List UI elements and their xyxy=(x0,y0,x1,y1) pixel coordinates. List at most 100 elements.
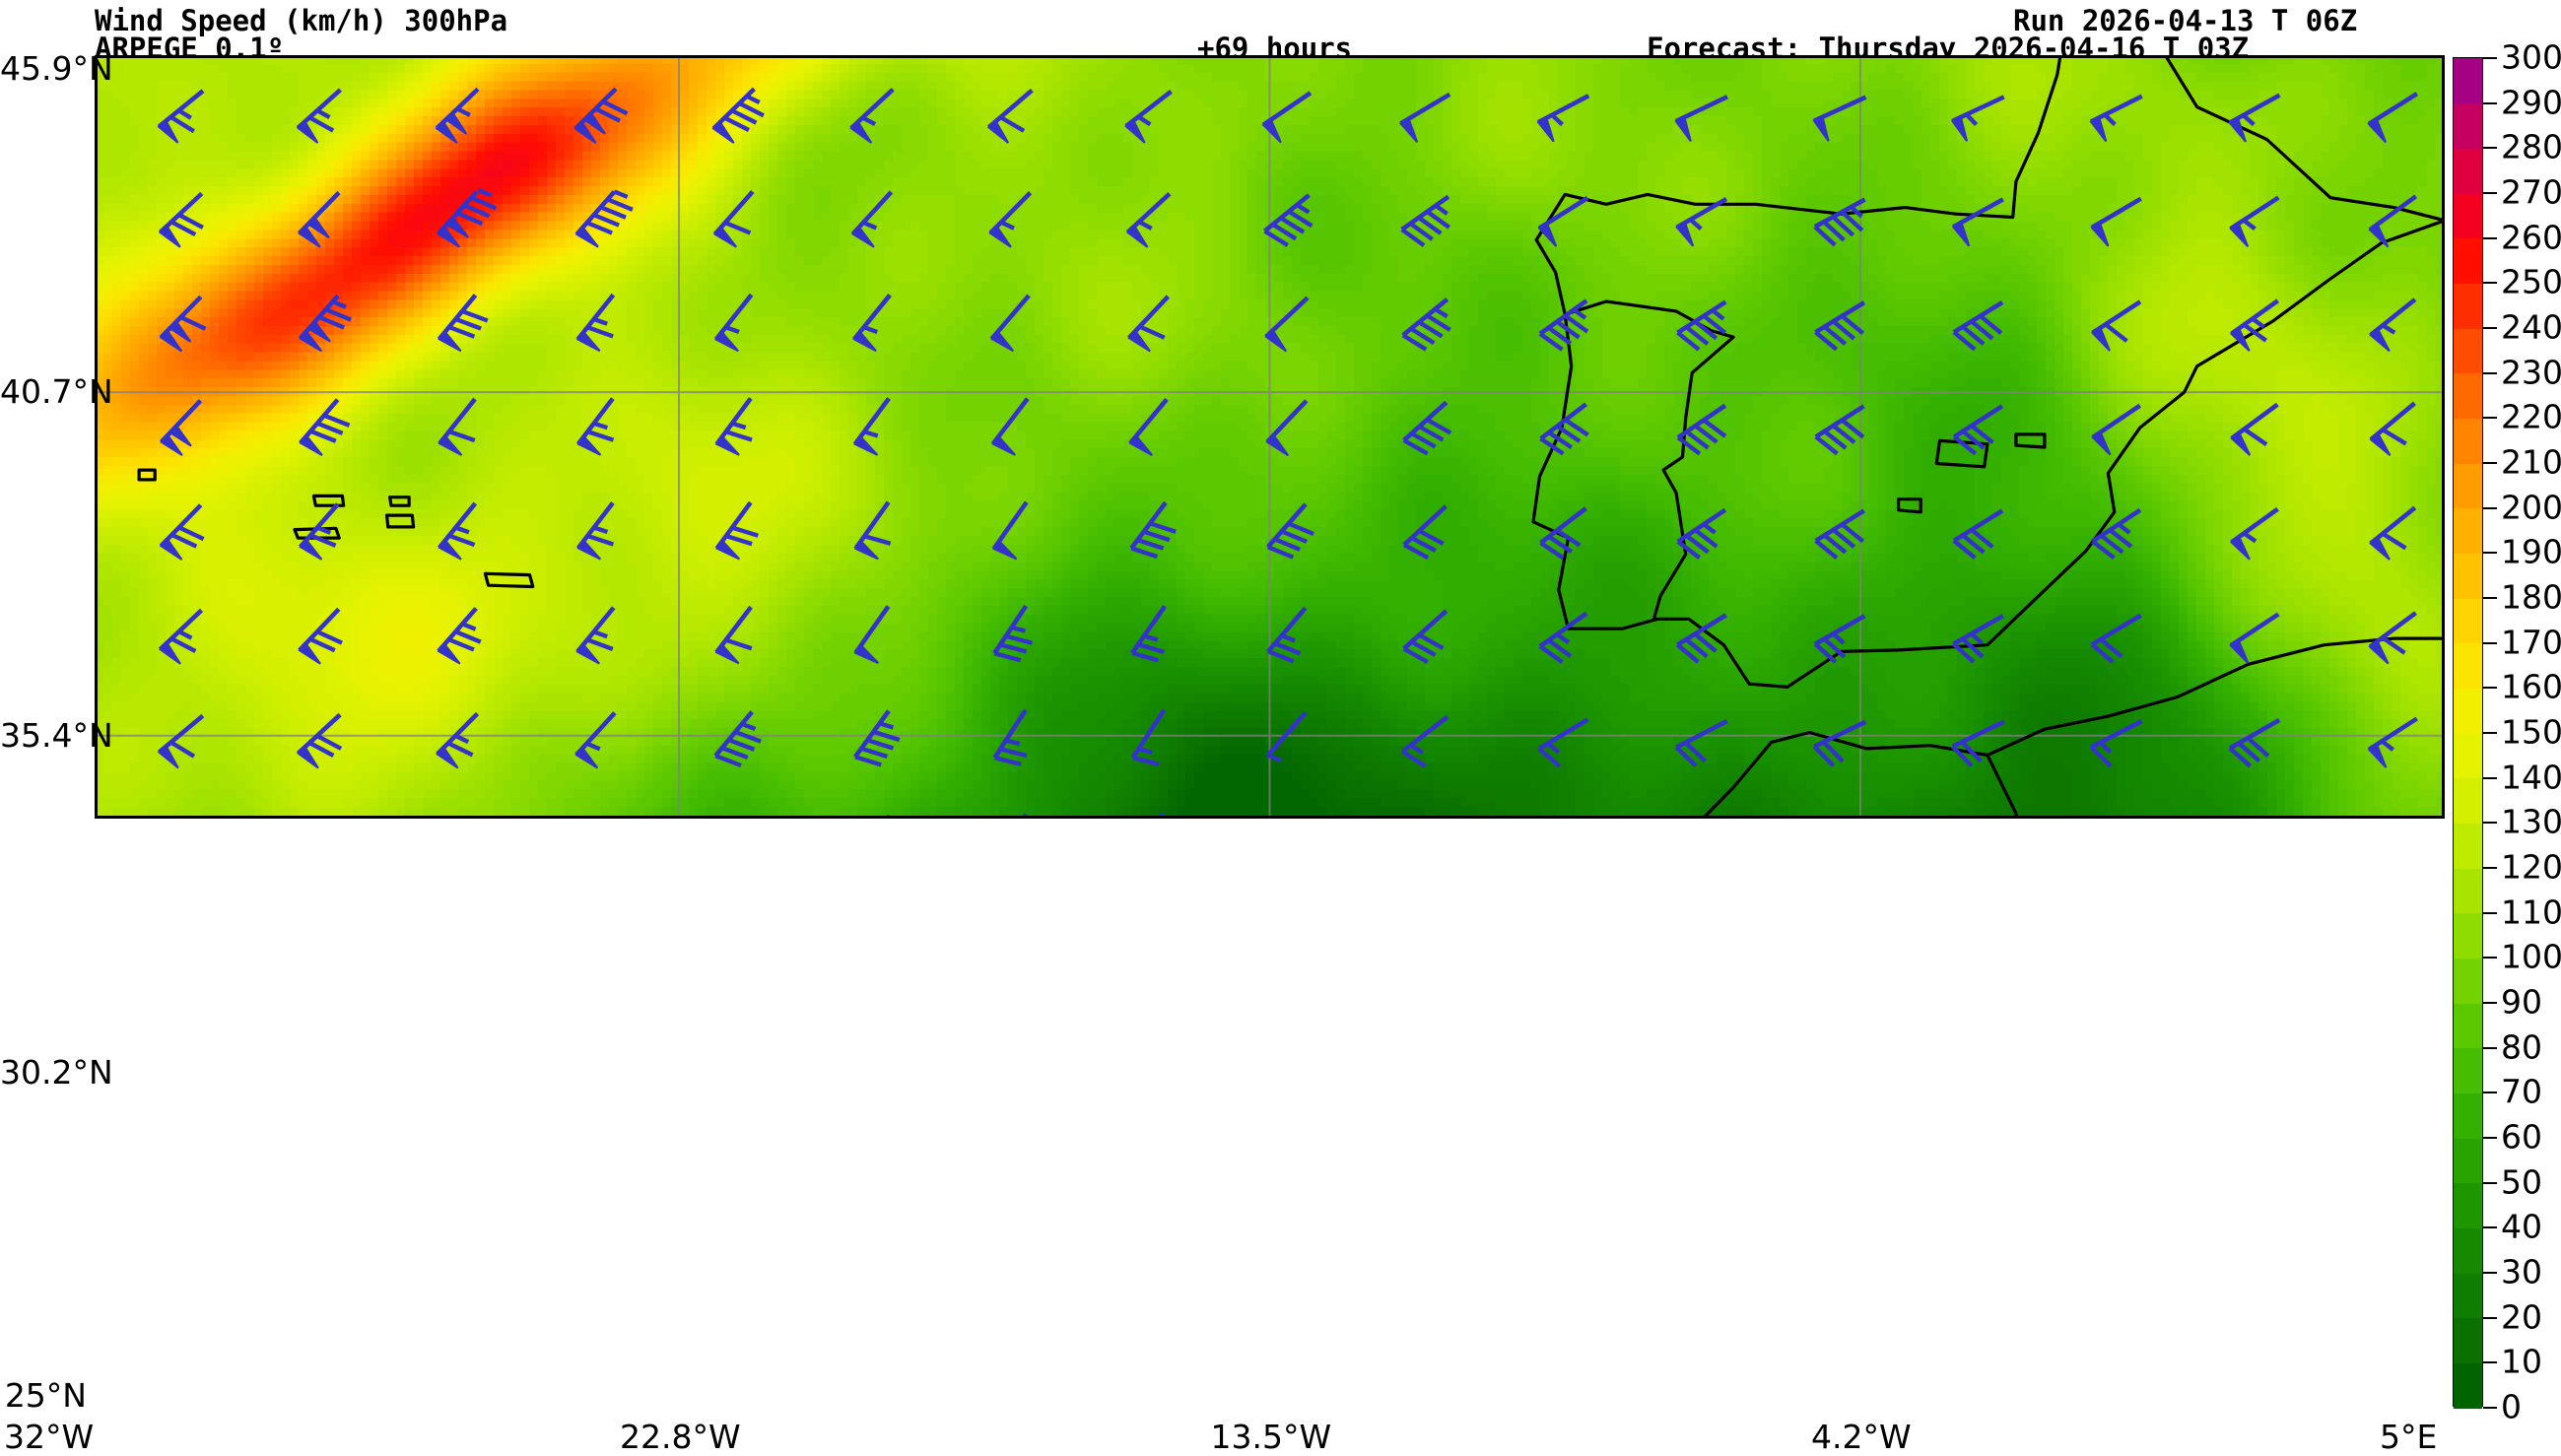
colorbar-tick-label: 140 xyxy=(2501,758,2561,796)
colorbar-tick-label: 210 xyxy=(2501,443,2561,482)
colorbar-tick xyxy=(2483,1002,2497,1004)
x-axis-tick-label: 5°E xyxy=(2380,1418,2437,1456)
x-axis-tick-label: 22.8°W xyxy=(620,1418,741,1456)
colorbar-tick xyxy=(2483,732,2497,734)
colorbar-band xyxy=(2454,598,2482,643)
colorbar-tick xyxy=(2483,822,2497,824)
colorbar-tick xyxy=(2483,1272,2497,1274)
colorbar-tick xyxy=(2483,957,2497,959)
y-axis-tick-label: 45.9°N xyxy=(0,49,87,88)
colorbar-tick-label: 70 xyxy=(2501,1073,2542,1111)
colorbar-band xyxy=(2454,193,2482,238)
colorbar-tick-label: 130 xyxy=(2501,803,2561,841)
colorbar-tick xyxy=(2483,282,2497,284)
colorbar-tick-label: 100 xyxy=(2501,938,2561,976)
colorbar-tick xyxy=(2483,372,2497,374)
colorbar-tick xyxy=(2483,192,2497,194)
colorbar-band xyxy=(2454,1092,2482,1138)
colorbar-tick xyxy=(2483,102,2497,104)
colorbar-band xyxy=(2454,328,2482,373)
colorbar-tick-label: 80 xyxy=(2501,1027,2542,1066)
y-axis-tick-label: 40.7°N xyxy=(0,372,87,411)
colorbar-band xyxy=(2454,508,2482,554)
colorbar-tick-label: 200 xyxy=(2501,488,2561,526)
colorbar-band xyxy=(2454,958,2482,1003)
colorbar-tick-label: 110 xyxy=(2501,893,2561,931)
colorbar-tick-label: 180 xyxy=(2501,578,2561,617)
colorbar-band xyxy=(2454,553,2482,598)
colorbar-band xyxy=(2454,823,2482,868)
colorbar-band xyxy=(2454,1138,2482,1183)
colorbar-band xyxy=(2454,1273,2482,1318)
x-axis-tick-label: 4.2°W xyxy=(1811,1418,1912,1456)
colorbar-band xyxy=(2454,148,2482,193)
colorbar-tick-label: 10 xyxy=(2501,1343,2542,1381)
y-axis-tick-label: 30.2°N xyxy=(0,1053,87,1092)
colorbar-tick xyxy=(2483,462,2497,464)
colorbar-tick-label: 90 xyxy=(2501,983,2542,1022)
colorbar-tick-label: 300 xyxy=(2501,38,2561,77)
colorbar-tick-label: 220 xyxy=(2501,398,2561,436)
colorbar-tick-label: 50 xyxy=(2501,1162,2542,1201)
colorbar-tick-label: 160 xyxy=(2501,668,2561,706)
colorbar-band xyxy=(2454,868,2482,913)
colorbar-band xyxy=(2454,238,2482,284)
colorbar-tick-label: 0 xyxy=(2501,1388,2522,1426)
colorbar-tick-label: 120 xyxy=(2501,848,2561,887)
colorbar-tick-label: 230 xyxy=(2501,353,2561,391)
colorbar-tick xyxy=(2483,1092,2497,1093)
colorbar-tick-label: 260 xyxy=(2501,218,2561,256)
colorbar-tick xyxy=(2483,777,2497,779)
colorbar-band xyxy=(2454,58,2482,103)
colorbar-tick-label: 280 xyxy=(2501,128,2561,166)
colorbar-band xyxy=(2454,373,2482,419)
colorbar-band xyxy=(2454,418,2482,463)
colorbar-tick xyxy=(2483,1137,2497,1139)
x-axis-tick-label: 13.5°W xyxy=(1211,1418,1332,1456)
colorbar-tick-label: 240 xyxy=(2501,308,2561,347)
colorbar-tick xyxy=(2483,867,2497,869)
colorbar-band xyxy=(2454,103,2482,149)
y-axis-tick-label: 35.4°N xyxy=(0,716,87,755)
colorbar-band xyxy=(2454,913,2482,959)
colorbar-tick xyxy=(2483,1407,2497,1409)
colorbar-band xyxy=(2454,1227,2482,1273)
colorbar-tick-label: 150 xyxy=(2501,713,2561,752)
colorbar-tick xyxy=(2483,1047,2497,1049)
colorbar-tick-label: 170 xyxy=(2501,623,2561,661)
colorbar-band xyxy=(2454,1318,2482,1363)
colorbar-tick-label: 20 xyxy=(2501,1297,2542,1336)
colorbar-band xyxy=(2454,643,2482,689)
colorbar-tick xyxy=(2483,642,2497,644)
colorbar-band xyxy=(2454,1048,2482,1093)
colorbar-tick xyxy=(2483,57,2497,59)
colorbar-band xyxy=(2454,733,2482,778)
colorbar-tick-label: 40 xyxy=(2501,1208,2542,1246)
colorbar-tick-label: 290 xyxy=(2501,83,2561,121)
colorbar-tick-label: 270 xyxy=(2501,173,2561,212)
colorbar-tick xyxy=(2483,417,2497,419)
colorbar-band xyxy=(2454,1003,2482,1048)
colorbar xyxy=(2453,57,2483,1407)
colorbar-tick xyxy=(2483,552,2497,554)
colorbar-band xyxy=(2454,688,2482,733)
colorbar-tick-label: 60 xyxy=(2501,1118,2542,1157)
colorbar-tick-label: 30 xyxy=(2501,1253,2542,1291)
colorbar-tick xyxy=(2483,912,2497,914)
x-axis-tick-label: 32°W xyxy=(4,1418,94,1456)
colorbar-band xyxy=(2454,463,2482,508)
wind-speed-map xyxy=(95,55,2445,819)
colorbar-tick xyxy=(2483,597,2497,599)
y-axis-tick-label: 25°N xyxy=(0,1376,87,1415)
colorbar-tick xyxy=(2483,687,2497,689)
colorbar-band xyxy=(2454,283,2482,328)
chart-header: Wind Speed (km/h) 300hPa ARPEGE 0.1º +69… xyxy=(0,0,2561,55)
colorbar-tick xyxy=(2483,327,2497,329)
colorbar-tick xyxy=(2483,1226,2497,1228)
colorbar-tick xyxy=(2483,507,2497,509)
colorbar-tick xyxy=(2483,1317,2497,1319)
colorbar-tick xyxy=(2483,147,2497,149)
colorbar-band xyxy=(2454,1362,2482,1408)
colorbar-tick xyxy=(2483,237,2497,239)
colorbar-tick xyxy=(2483,1361,2497,1363)
